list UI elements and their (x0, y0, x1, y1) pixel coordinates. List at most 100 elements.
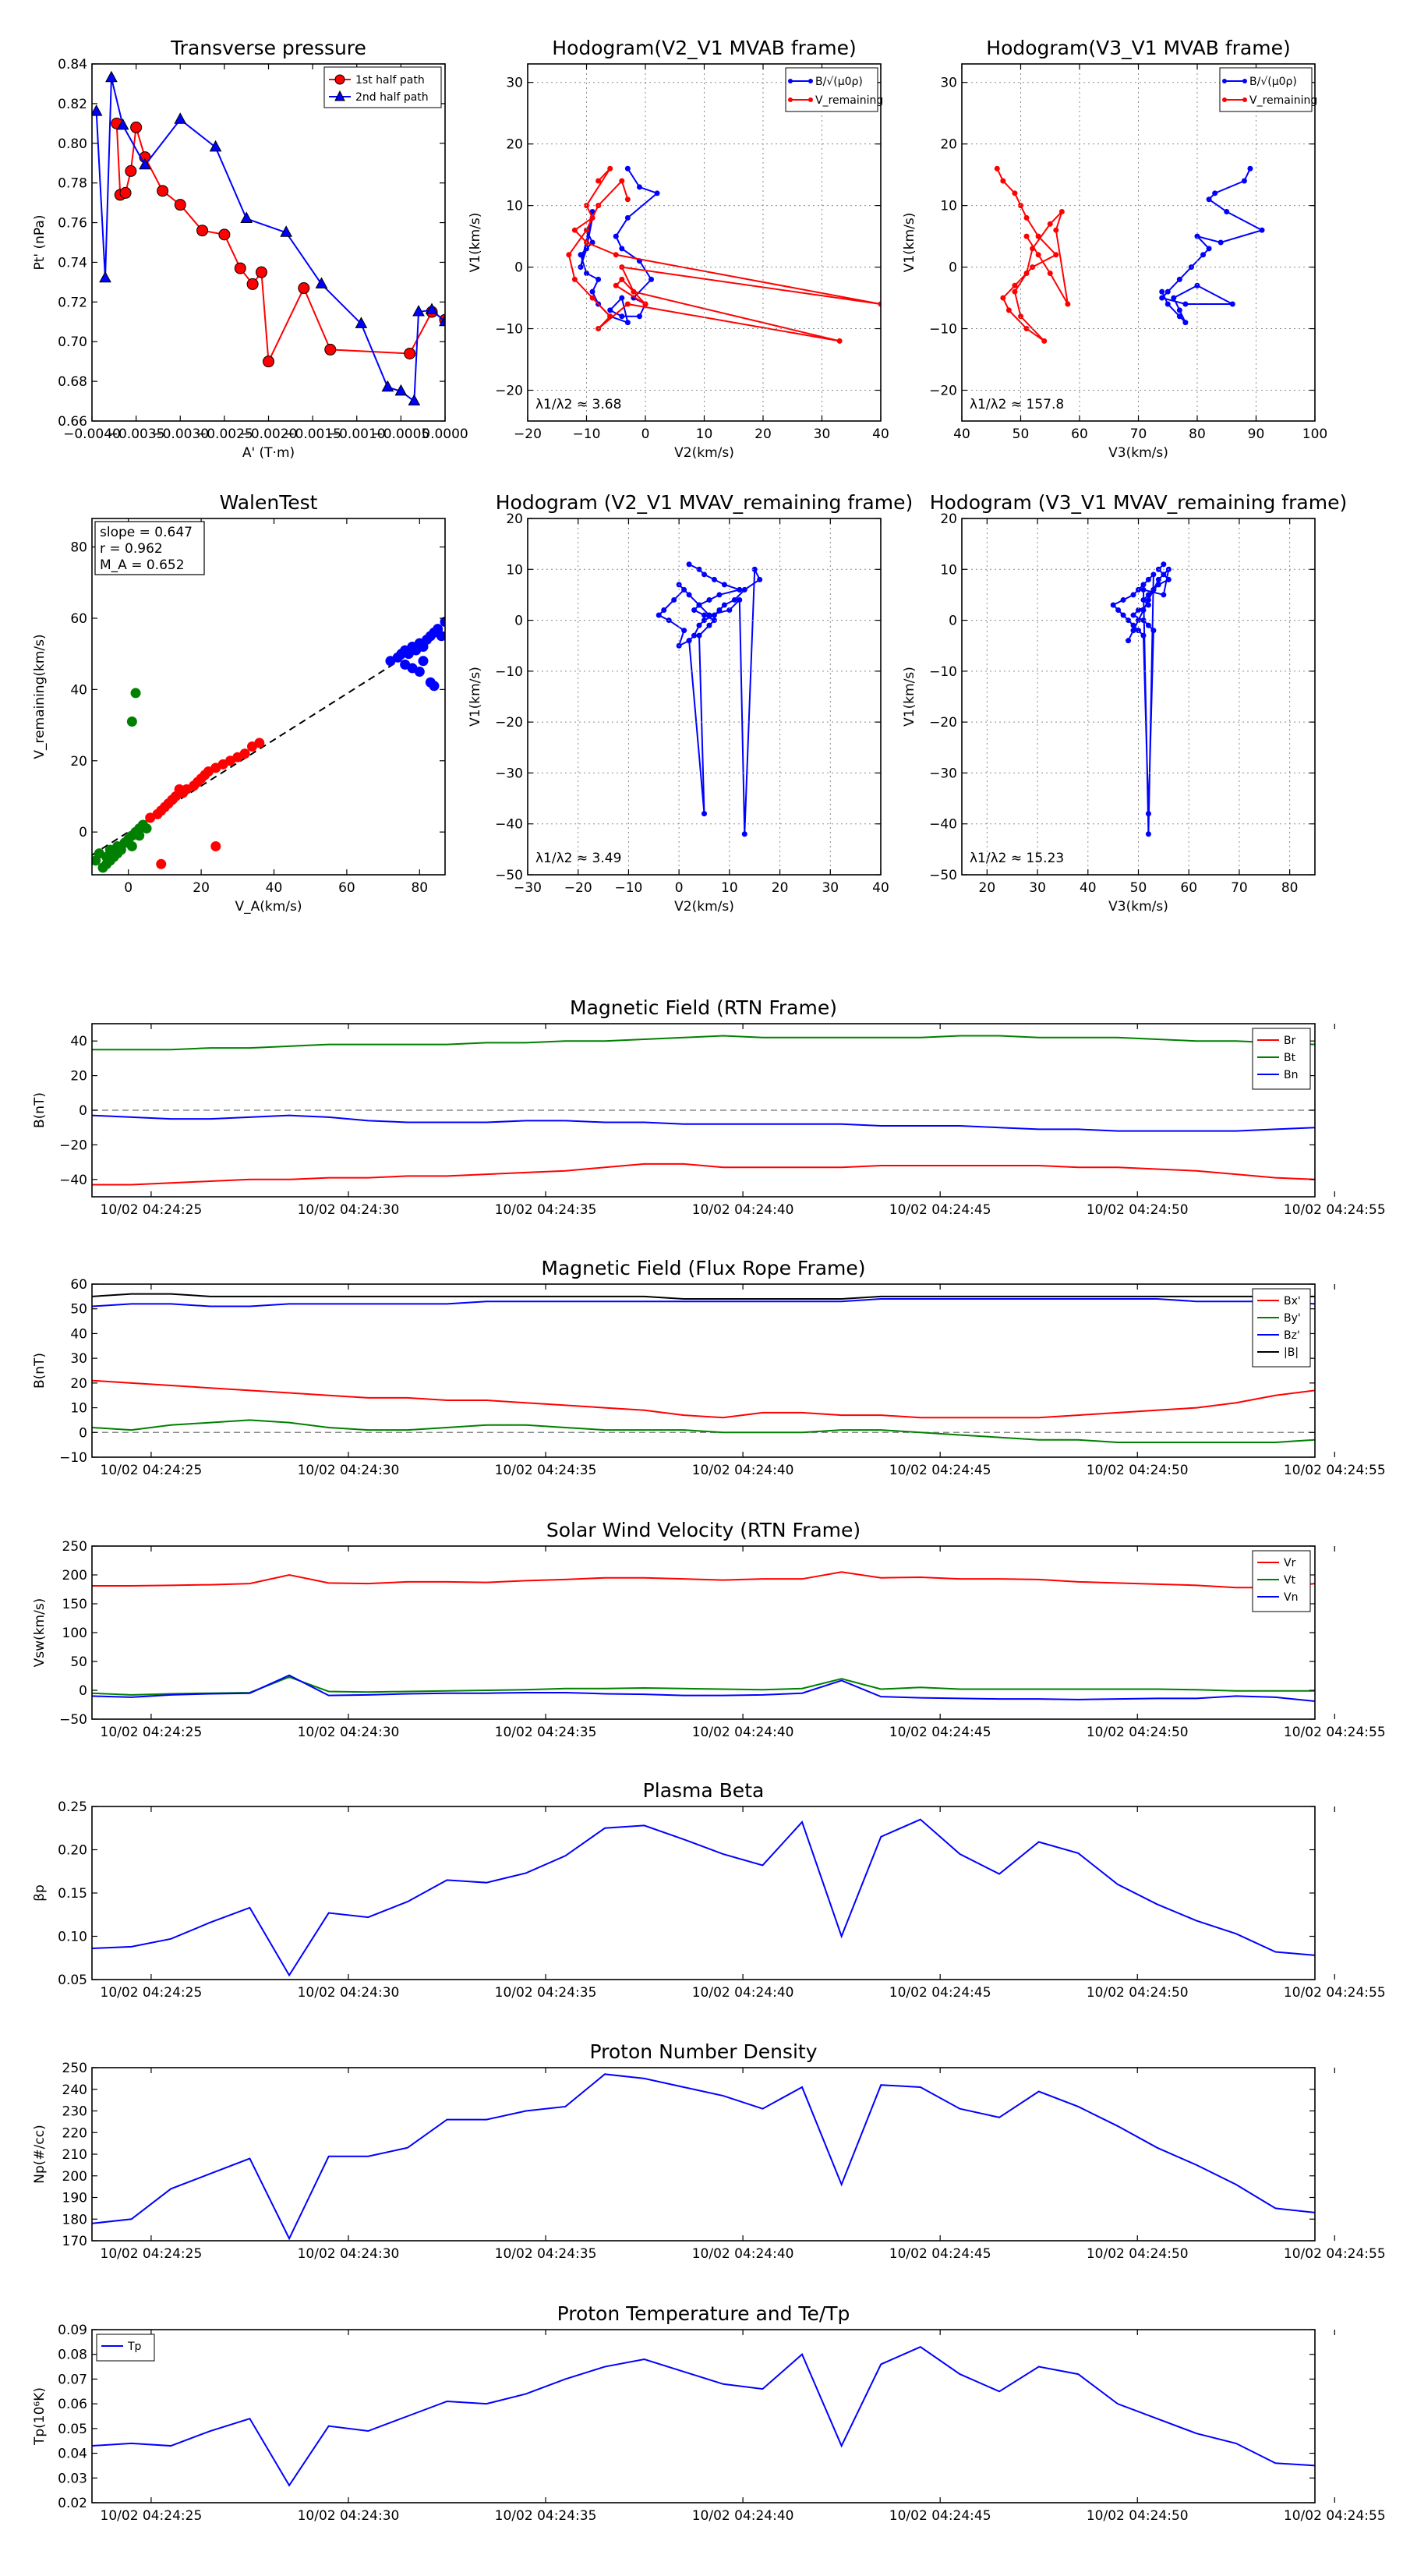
data-point (1136, 628, 1141, 634)
series-line-Vr (92, 1571, 1315, 1589)
x-tick-label: 10/02 04:24:50 (1087, 2508, 1189, 2524)
data-point (1053, 252, 1059, 258)
data-point (210, 840, 221, 851)
series-line-|B| (92, 1293, 1315, 1300)
y-tick-label: 0.08 (58, 2348, 87, 2363)
y-tick-label: −10 (495, 322, 523, 338)
x-tick-label: 10/02 04:24:45 (889, 1463, 991, 1478)
chart-title: Transverse pressure (170, 37, 366, 59)
plot-frame (527, 63, 882, 422)
series-line-Bx' (92, 1379, 1315, 1419)
data-point (1155, 582, 1161, 588)
legend-label: Vn (1284, 1591, 1298, 1604)
proton-number-density-plot-area (92, 2073, 1315, 2241)
magnetic-field-rtn-plot-area (92, 1035, 1315, 1186)
data-point (1164, 301, 1171, 307)
data-point (412, 305, 425, 317)
data-point (1126, 617, 1132, 624)
plasma-beta-plot-area (92, 1818, 1315, 1977)
transverse-pressure-chart: Transverse pressure −0.0040−0.0035−0.0030… (32, 37, 468, 461)
data-point (94, 848, 104, 859)
data-point (1194, 233, 1200, 239)
y-tick-label: 180 (62, 2212, 87, 2227)
y-axis-label: V1(km/s) (468, 213, 483, 273)
y-tick-label: 0.80 (58, 136, 87, 152)
data-point (324, 343, 337, 356)
y-tick-label: −40 (495, 817, 523, 833)
legend-marker (334, 90, 345, 101)
plot-frame (961, 518, 1316, 876)
data-point (157, 185, 169, 197)
data-point (686, 638, 692, 644)
data-point (1030, 246, 1036, 252)
x-tick-label: 50 (1012, 426, 1030, 442)
proton-number-density-chart: Proton Number Density 10/02 04:24:25 10/02… (32, 2040, 1386, 2262)
x-tick-label: 0 (641, 426, 650, 442)
y-tick-label: 50 (70, 1302, 87, 1318)
data-point (1018, 313, 1023, 320)
data-point (112, 848, 123, 859)
data-point (1110, 602, 1116, 608)
y-tick-label: −40 (59, 1173, 87, 1188)
x-tick-label: 10/02 04:24:40 (692, 1725, 794, 1740)
data-point (119, 186, 132, 199)
y-tick-label: 0 (79, 1103, 87, 1119)
y-tick-label: 0 (949, 614, 957, 629)
data-point (1217, 239, 1224, 246)
data-point (702, 811, 707, 817)
data-point (1194, 282, 1200, 288)
legend-marker (1242, 79, 1247, 83)
data-point (126, 840, 137, 851)
data-point (716, 607, 723, 614)
y-tick-label: 190 (62, 2191, 87, 2206)
legend: 1st half path 2nd half path (323, 66, 442, 108)
data-point (696, 632, 702, 639)
x-tick-label: 10/02 04:24:55 (1284, 1985, 1386, 2001)
data-point (174, 784, 185, 794)
data-point (429, 681, 440, 692)
data-point (1035, 252, 1041, 258)
data-point (716, 592, 723, 598)
data-point (1023, 270, 1030, 276)
series-line-Bn (92, 1114, 1315, 1132)
data-point (584, 246, 589, 252)
y-axis-label: V_remaining(km/s) (32, 634, 48, 759)
y-axis-label: Vsw(km/s) (32, 1598, 48, 1668)
y-tick-label: 0.78 (58, 176, 87, 192)
data-point (1140, 586, 1147, 593)
data-point (1247, 165, 1253, 172)
y-tick-label: 20 (940, 511, 957, 527)
x-axis-label: V_A(km/s) (235, 899, 302, 915)
data-point (141, 823, 152, 834)
x-tick-label: 10/02 04:24:40 (692, 2246, 794, 2262)
y-tick-label: 30 (70, 1351, 87, 1367)
data-point (1145, 811, 1151, 817)
y-tick-label: 60 (70, 611, 87, 627)
x-tick-label: 10/02 04:24:35 (495, 2508, 597, 2524)
data-point (1035, 233, 1041, 239)
series-line-0 (1111, 564, 1171, 834)
y-tick-label: 150 (62, 1597, 87, 1612)
data-point (741, 831, 747, 837)
data-point (1000, 295, 1006, 301)
x-tick-label: 10/02 04:24:50 (1087, 1985, 1189, 2001)
x-tick-label: 10/02 04:24:35 (495, 1463, 597, 1478)
x-tick-label: 10/02 04:24:25 (101, 1463, 203, 1478)
data-point (757, 576, 763, 582)
y-tick-label: 0.74 (58, 255, 87, 271)
data-point (711, 617, 717, 624)
data-point (1140, 617, 1147, 624)
data-point (1130, 628, 1136, 634)
data-point (836, 338, 843, 344)
series-line-Vn (92, 1674, 1315, 1703)
legend-label: V_remaining (1249, 94, 1317, 107)
y-tick-label: 10 (940, 199, 957, 214)
data-point (1145, 622, 1151, 628)
legend-marker (1222, 79, 1227, 83)
legend-marker (808, 97, 813, 102)
x-tick-label: 60 (1071, 426, 1088, 442)
chart-title: Magnetic Field (Flux Rope Frame) (541, 1257, 865, 1279)
data-point (702, 612, 707, 618)
stat-slope: slope = 0.647 (100, 525, 193, 540)
